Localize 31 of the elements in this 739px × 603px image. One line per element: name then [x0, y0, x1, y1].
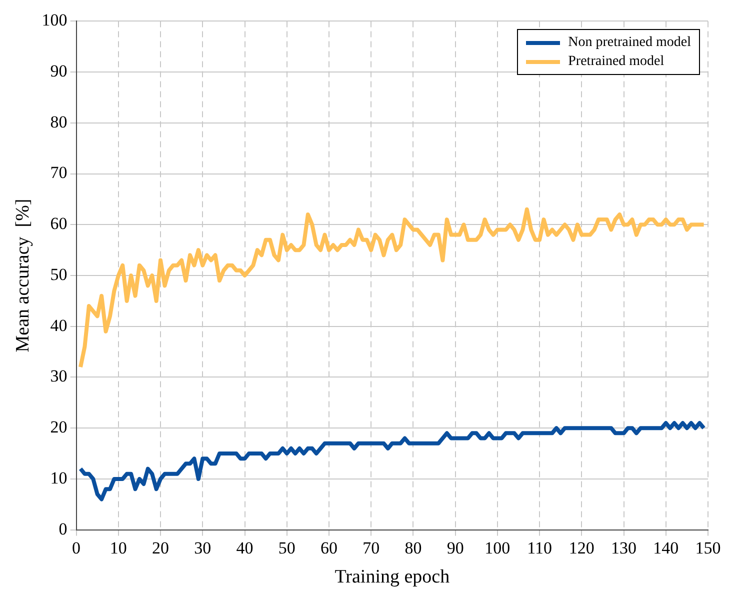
y-axis-title: Mean accuracy [%] — [12, 198, 34, 352]
x-tick-label: 90 — [446, 538, 464, 558]
y-tick-label: 50 — [50, 264, 68, 284]
x-tick-label: 120 — [568, 538, 594, 558]
y-tick-label: 90 — [50, 62, 68, 81]
x-tick-label: 20 — [152, 538, 170, 558]
y-tick-label: 0 — [58, 519, 68, 538]
x-tick-label: 10 — [110, 538, 127, 558]
y-tick-label: 60 — [50, 214, 68, 234]
legend-label: Non pretrained model — [568, 34, 691, 52]
x-tick-label: 30 — [194, 538, 212, 558]
x-tick-label: 150 — [695, 538, 721, 558]
y-tick-label: 20 — [50, 418, 68, 437]
x-tick-label: 110 — [527, 538, 552, 558]
x-tick-label: 40 — [236, 538, 254, 558]
x-tick-label: 80 — [404, 538, 422, 558]
y-tick-label: 80 — [50, 112, 68, 132]
x-tick-label: 140 — [653, 538, 679, 558]
y-tick-label: 10 — [50, 468, 68, 488]
x-tick-label: 0 — [72, 538, 81, 558]
legend-label: Pretrained model — [568, 53, 664, 72]
y-tick-label: 40 — [50, 316, 68, 335]
y-tick-label: 100 — [42, 10, 68, 30]
x-axis-title: Training epoch — [334, 566, 450, 588]
y-tick-label: 70 — [50, 163, 68, 182]
x-tick-label: 130 — [611, 538, 637, 558]
x-tick-label: 50 — [278, 538, 296, 558]
y-tick-label: 30 — [50, 366, 68, 386]
x-tick-label: 70 — [362, 538, 380, 558]
x-tick-label: 60 — [320, 538, 338, 558]
x-tick-label: 100 — [484, 538, 510, 558]
